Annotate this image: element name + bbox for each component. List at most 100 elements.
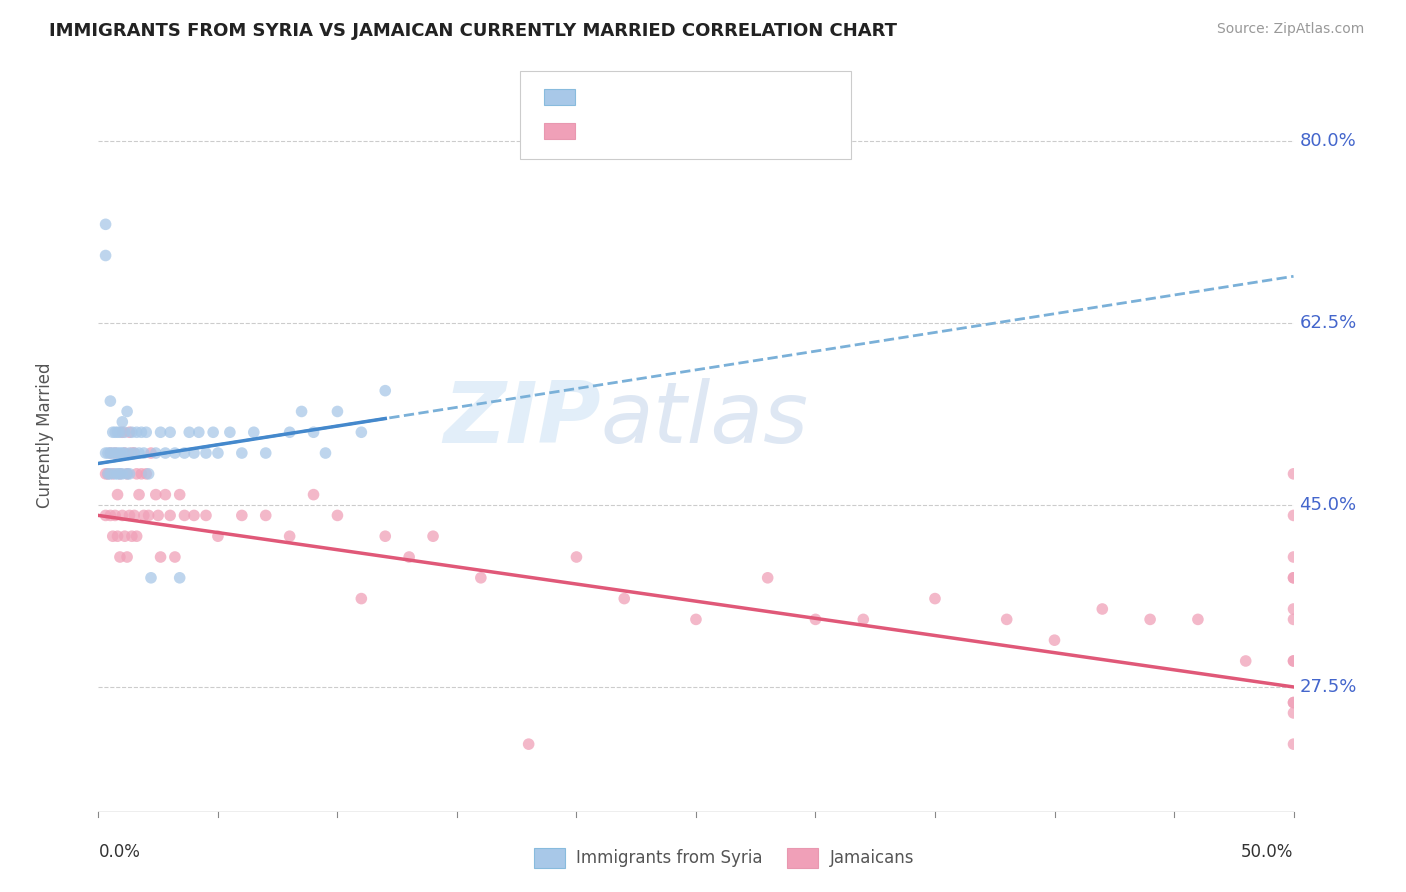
Point	[195, 508, 218, 523]
Point	[114, 446, 136, 460]
Point	[207, 529, 229, 543]
Text: R =: R =	[586, 122, 623, 140]
Point	[124, 446, 146, 460]
Point	[108, 425, 131, 440]
Point	[139, 571, 162, 585]
Point	[254, 508, 277, 523]
Text: N =: N =	[692, 88, 740, 106]
Point	[124, 508, 146, 523]
Point	[104, 446, 127, 460]
Point	[125, 529, 148, 543]
Point	[422, 529, 444, 543]
Point	[326, 404, 349, 418]
Point	[145, 446, 167, 460]
Point	[104, 467, 127, 481]
Point	[852, 612, 875, 626]
Point	[128, 446, 150, 460]
Point	[924, 591, 946, 606]
Point	[111, 467, 134, 481]
Point	[1282, 571, 1305, 585]
Point	[114, 446, 136, 460]
Point	[470, 571, 492, 585]
Point	[139, 446, 162, 460]
Point	[145, 488, 167, 502]
Text: ZIP: ZIP	[443, 378, 600, 461]
Point	[995, 612, 1018, 626]
Point	[135, 425, 157, 440]
Point	[108, 549, 131, 564]
Point	[1187, 612, 1209, 626]
Point	[1282, 696, 1305, 710]
Point	[155, 488, 177, 502]
Point	[231, 446, 253, 460]
Point	[231, 508, 253, 523]
Point	[302, 425, 325, 440]
Point	[97, 467, 120, 481]
Text: 45.0%: 45.0%	[1299, 496, 1357, 514]
Point	[183, 508, 205, 523]
Point	[163, 446, 186, 460]
Point	[101, 446, 124, 460]
Text: Source: ZipAtlas.com: Source: ZipAtlas.com	[1216, 22, 1364, 37]
Point	[121, 446, 143, 460]
Point	[132, 446, 155, 460]
Point	[173, 508, 195, 523]
Point	[115, 404, 138, 418]
Point	[94, 217, 117, 231]
Point	[98, 446, 122, 460]
Point	[159, 425, 181, 440]
Point	[98, 508, 122, 523]
Point	[1234, 654, 1257, 668]
Point	[124, 446, 146, 460]
Point	[125, 425, 148, 440]
Point	[278, 425, 301, 440]
Point	[101, 467, 124, 481]
Point	[107, 529, 129, 543]
Point	[97, 467, 120, 481]
Point	[183, 446, 205, 460]
Point	[291, 404, 314, 418]
Point	[94, 446, 117, 460]
Point	[517, 737, 540, 751]
Point	[104, 508, 127, 523]
Point	[111, 425, 134, 440]
Point	[613, 591, 636, 606]
Point	[155, 446, 177, 460]
Point	[111, 508, 134, 523]
Point	[756, 571, 779, 585]
Point	[1282, 654, 1305, 668]
Text: 61: 61	[738, 88, 759, 106]
Point	[326, 508, 349, 523]
Point	[1282, 706, 1305, 720]
Point	[114, 425, 136, 440]
Point	[118, 467, 141, 481]
Point	[350, 591, 373, 606]
Text: R =: R =	[586, 88, 623, 106]
Point	[98, 394, 122, 409]
Point	[115, 549, 138, 564]
Point	[104, 446, 127, 460]
Point	[195, 446, 218, 460]
Text: 0.087: 0.087	[626, 88, 673, 106]
Point	[315, 446, 337, 460]
Text: -0.490: -0.490	[626, 122, 679, 140]
Point	[173, 446, 195, 460]
Point	[243, 425, 266, 440]
Point	[1282, 602, 1305, 616]
Text: atlas: atlas	[600, 378, 808, 461]
Point	[1043, 633, 1066, 648]
Point	[565, 549, 588, 564]
Point	[114, 529, 136, 543]
Point	[187, 425, 209, 440]
Point	[107, 446, 129, 460]
Point	[202, 425, 225, 440]
Point	[1282, 654, 1305, 668]
Text: 50.0%: 50.0%	[1241, 843, 1294, 861]
Point	[1282, 549, 1305, 564]
Point	[118, 425, 141, 440]
Point	[121, 425, 143, 440]
Text: N =: N =	[706, 122, 754, 140]
Point	[1139, 612, 1161, 626]
Point	[1282, 467, 1305, 481]
Text: 80.0%: 80.0%	[1299, 132, 1357, 150]
